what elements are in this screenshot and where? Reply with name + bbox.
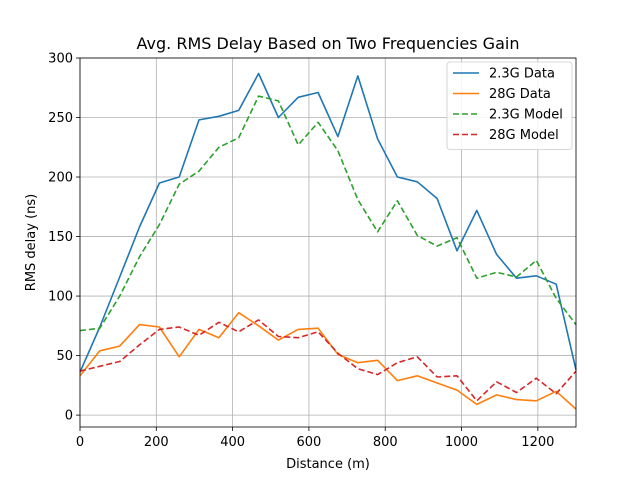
legend-label-1: 28G Data bbox=[489, 87, 551, 102]
x-tick-label-2: 400 bbox=[220, 435, 245, 450]
y-tick-label-2: 100 bbox=[48, 290, 73, 305]
series-line-2 bbox=[79, 95, 577, 332]
x-tick-label-1: 200 bbox=[144, 435, 169, 450]
series-line-3 bbox=[79, 319, 577, 402]
x-axis: 0 200 400 600 800 1000 1200 bbox=[76, 427, 554, 450]
x-tick-label-6: 1200 bbox=[521, 435, 554, 450]
x-axis-label: Distance (m) bbox=[286, 457, 370, 472]
y-tick-label-0: 0 bbox=[65, 409, 73, 424]
y-tick-label-4: 200 bbox=[48, 171, 73, 186]
x-tick-label-0: 0 bbox=[76, 435, 84, 450]
legend-label-0: 2.3G Data bbox=[489, 67, 555, 82]
legend: 2.3G Data 28G Data 2.3G Model 28G Model bbox=[446, 61, 573, 150]
legend-label-2: 2.3G Model bbox=[489, 108, 563, 123]
plot-frame bbox=[79, 57, 577, 428]
series-line-1 bbox=[79, 311, 577, 410]
series-group bbox=[79, 72, 577, 410]
x-tick-label-3: 600 bbox=[297, 435, 322, 450]
y-tick-label-5: 250 bbox=[48, 111, 73, 126]
y-axis-label: RMS delay (ns) bbox=[24, 194, 39, 291]
y-tick-label-1: 50 bbox=[56, 349, 73, 364]
y-axis: 0 50 100 150 200 250 300 bbox=[48, 52, 80, 424]
chart-title: Avg. RMS Delay Based on Two Frequencies … bbox=[137, 34, 520, 53]
legend-box bbox=[446, 61, 573, 150]
x-tick-label-5: 1000 bbox=[445, 435, 478, 450]
y-tick-label-6: 300 bbox=[48, 52, 73, 67]
legend-label-3: 28G Model bbox=[489, 128, 559, 143]
y-tick-label-3: 150 bbox=[48, 230, 73, 245]
series-line-0 bbox=[79, 72, 577, 373]
x-tick-label-4: 800 bbox=[373, 435, 398, 450]
